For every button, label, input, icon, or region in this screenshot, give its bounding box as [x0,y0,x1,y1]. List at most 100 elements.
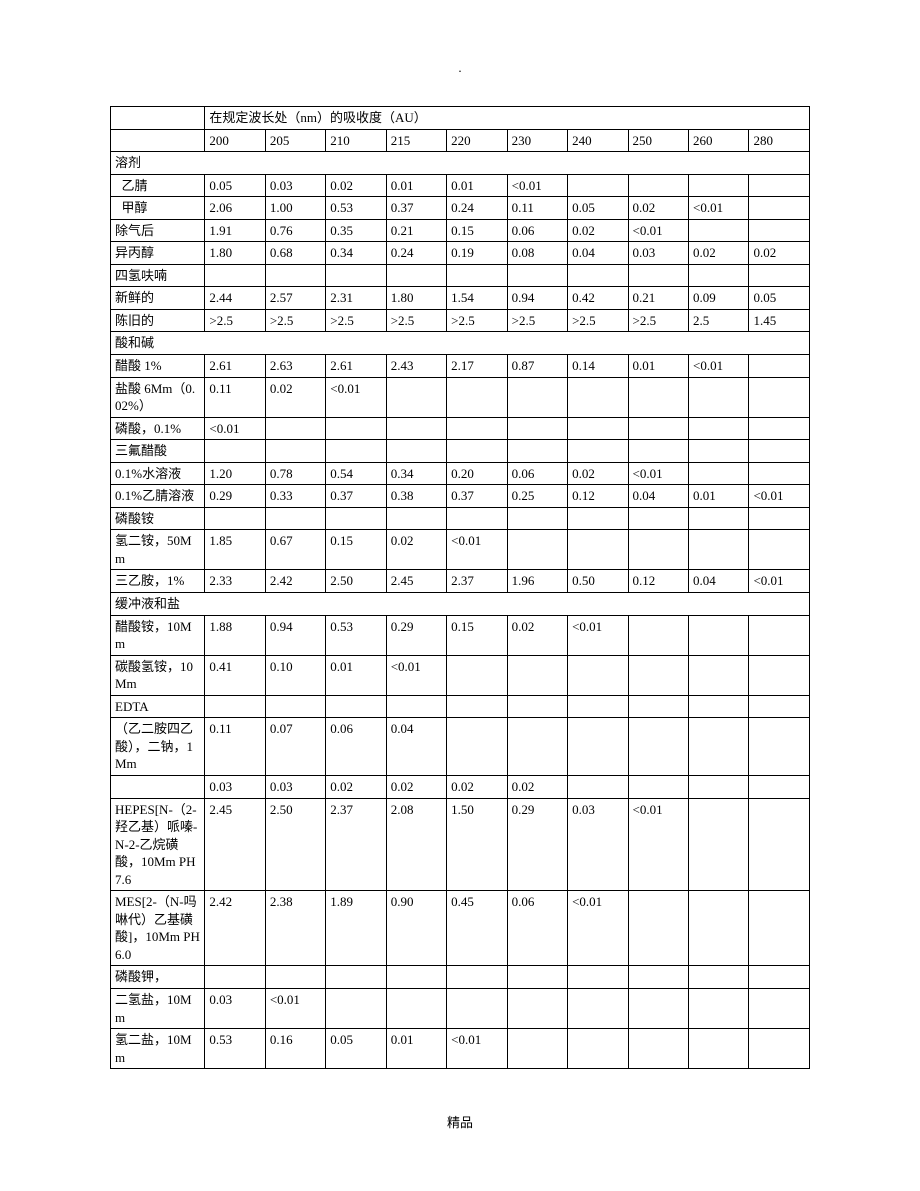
table-cell [265,417,325,440]
table-cell: 2.08 [386,798,446,891]
table-cell: <0.01 [628,219,688,242]
table-cell [749,440,810,463]
table-cell: 0.10 [265,655,325,695]
table-cell [265,966,325,989]
table-cell [447,695,507,718]
table-cell [205,440,265,463]
table-cell [688,440,748,463]
row-label: 新鲜的 [111,287,205,310]
table-cell: 0.11 [205,718,265,776]
table-cell [688,507,748,530]
table-cell [749,377,810,417]
table-cell: 0.06 [326,718,386,776]
table-cell: <0.01 [688,355,748,378]
table-cell [386,264,446,287]
table-cell: 0.01 [688,485,748,508]
table-cell: 0.25 [507,485,567,508]
table-cell: 2.33 [205,570,265,593]
table-cell: 0.37 [447,485,507,508]
table-cell: >2.5 [265,309,325,332]
table-cell: 1.20 [205,462,265,485]
table-cell: 2.06 [205,197,265,220]
table-cell: 0.03 [265,775,325,798]
table-cell: <0.01 [749,570,810,593]
table-cell [568,417,628,440]
row-label: 醋酸 1% [111,355,205,378]
table-cell: 0.02 [447,775,507,798]
header-blank [111,107,205,130]
table-cell [326,417,386,440]
table-cell: 0.05 [205,174,265,197]
table-cell [628,440,688,463]
table-cell [568,377,628,417]
row-label: EDTA [111,695,205,718]
table-cell: 1.54 [447,287,507,310]
table-cell: 2.61 [205,355,265,378]
table-cell [688,988,748,1028]
table-cell [386,507,446,530]
table-cell [386,695,446,718]
table-cell [568,966,628,989]
table-cell [749,775,810,798]
table-cell [507,264,567,287]
table-cell [628,417,688,440]
table-cell: 0.03 [568,798,628,891]
table-cell: 2.38 [265,891,325,966]
row-label: 三氟醋酸 [111,440,205,463]
table-cell [749,695,810,718]
table-cell [568,655,628,695]
table-cell: 0.94 [507,287,567,310]
row-label: 碳酸氢铵，10Mm [111,655,205,695]
page-footer: 精品 [0,1112,920,1131]
table-cell: 0.04 [688,570,748,593]
table-cell: 0.29 [386,615,446,655]
table-cell: >2.5 [447,309,507,332]
table-cell [688,775,748,798]
table-cell [386,988,446,1028]
row-label: 甲醇 [111,197,205,220]
table-cell [507,417,567,440]
table-cell [749,1029,810,1069]
table-cell [688,695,748,718]
table-cell: 0.15 [447,219,507,242]
table-cell: 0.12 [628,570,688,593]
table-cell: 2.45 [205,798,265,891]
row-label: 二氢盐，10Mm [111,988,205,1028]
table-cell: 0.02 [326,775,386,798]
table-cell [386,417,446,440]
table-cell [205,507,265,530]
table-cell: 0.03 [628,242,688,265]
table-cell [688,264,748,287]
table-cell: 1.80 [205,242,265,265]
table-cell: 0.07 [265,718,325,776]
table-cell: >2.5 [507,309,567,332]
table-cell: 0.11 [507,197,567,220]
table-cell: >2.5 [568,309,628,332]
table-cell [568,440,628,463]
table-cell: 0.21 [386,219,446,242]
column-header: 200 [205,129,265,152]
table-cell: <0.01 [265,988,325,1028]
row-label: 磷酸，0.1% [111,417,205,440]
table-cell [628,718,688,776]
table-cell [688,417,748,440]
table-cell: 1.96 [507,570,567,593]
header-title: 在规定波长处（nm）的吸收度（AU） [205,107,810,130]
row-label: 四氢呋喃 [111,264,205,287]
table-cell: 1.85 [205,530,265,570]
table-cell: <0.01 [749,485,810,508]
table-cell: 0.35 [326,219,386,242]
table-cell [749,462,810,485]
row-label: 磷酸钾， [111,966,205,989]
table-cell: 0.02 [507,775,567,798]
table-cell [688,530,748,570]
table-cell: <0.01 [386,655,446,695]
table-cell: 0.14 [568,355,628,378]
table-cell [507,718,567,776]
section-header: 缓冲液和盐 [111,593,810,616]
table-cell [447,655,507,695]
table-cell [507,530,567,570]
table-cell: 0.37 [386,197,446,220]
table-cell: 0.06 [507,219,567,242]
table-cell: 0.02 [568,462,628,485]
